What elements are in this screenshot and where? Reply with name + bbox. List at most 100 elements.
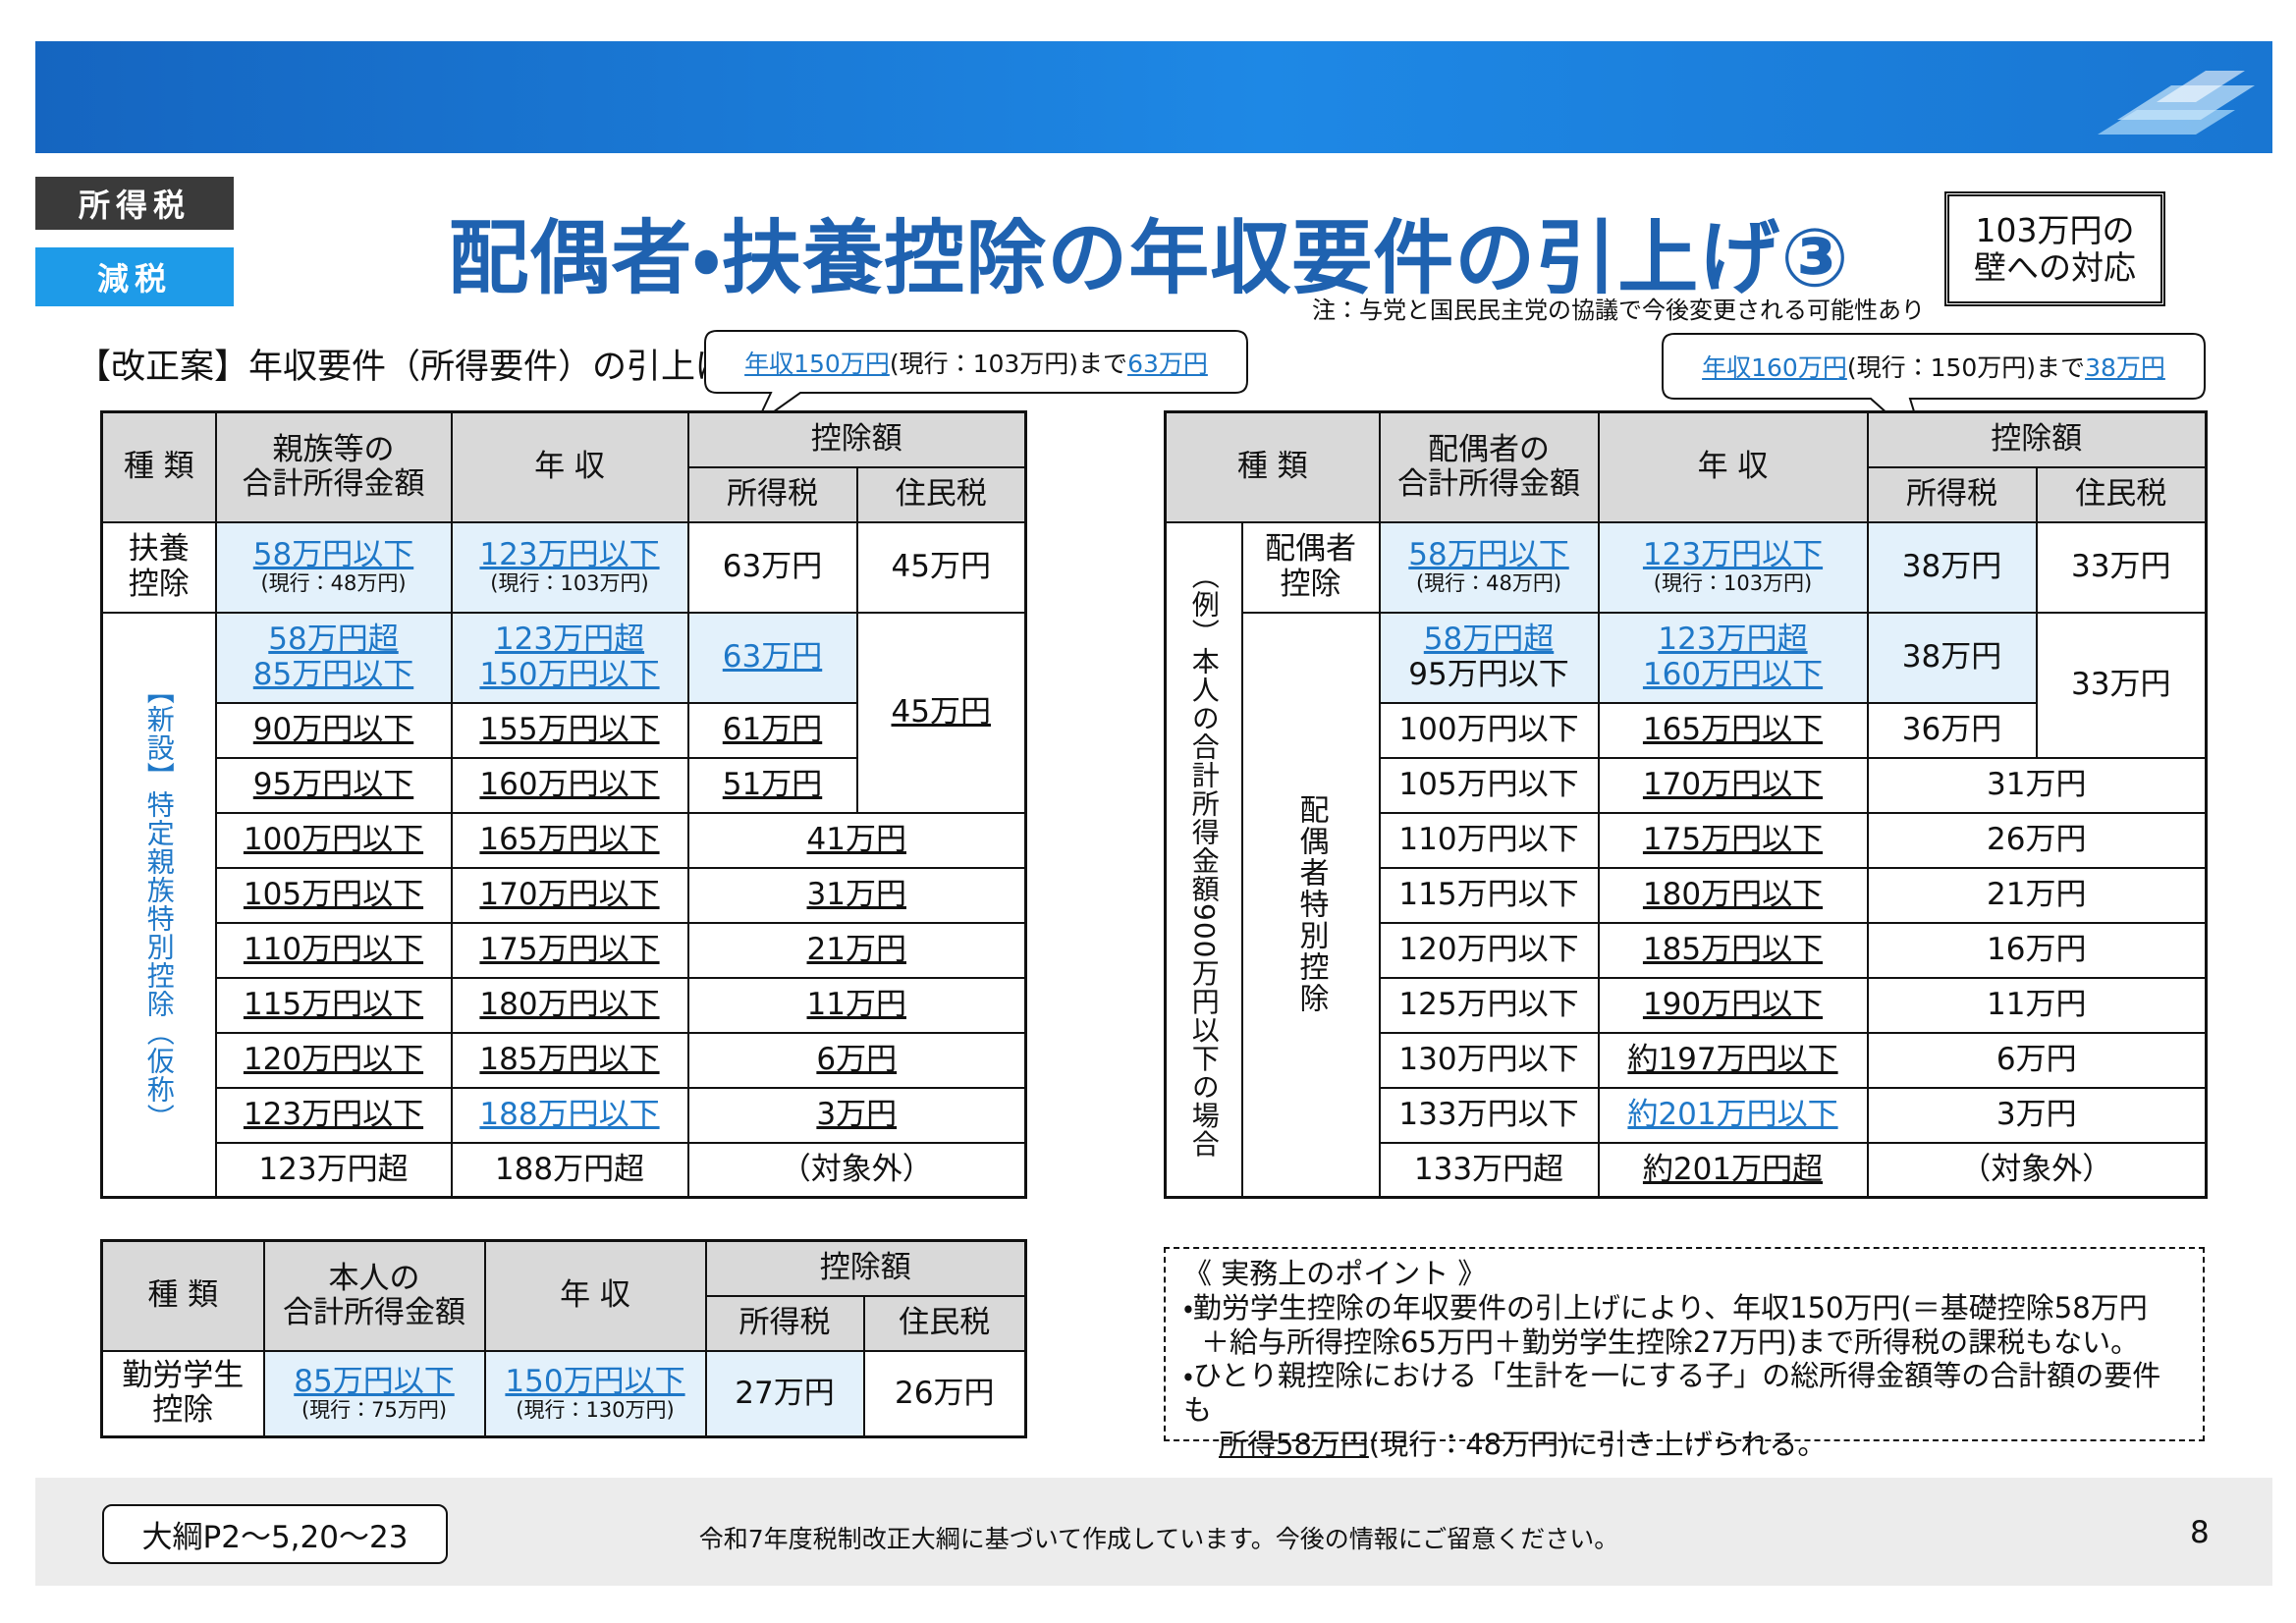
text: (現行：150万円)まで — [1846, 353, 2086, 382]
table-cell: 123万円以下 (現行：103万円) — [450, 520, 689, 614]
header-banner — [35, 41, 2272, 153]
text: 190万円以下 — [1642, 986, 1824, 1022]
text: 年収150万円 — [744, 349, 890, 378]
text: 親族等の — [272, 431, 395, 467]
text: 150万円以下 — [479, 656, 660, 692]
table-row: 110万円以下 175万円以下 21万円 — [102, 921, 1027, 979]
header-cell: 住民税 — [862, 1294, 1027, 1352]
callout: 年収160万円 (現行：150万円)まで 38万円 — [1663, 334, 2205, 399]
text: 約201万円以下 — [1627, 1096, 1838, 1132]
header-cell: 所得税 — [704, 1294, 865, 1352]
title: 配偶者・扶養控除の年収要件の引上げ③ — [448, 212, 1850, 305]
shape — [2157, 71, 2245, 102]
table-cell: 26万円 — [862, 1349, 1027, 1438]
text: (現行：48万円) — [260, 571, 407, 596]
table-cell: 175万円以下 — [1597, 811, 1869, 869]
table-cell: 勤労学生 控除 — [100, 1349, 265, 1438]
text: 《 実務上のポイント 》 — [1183, 1257, 1487, 1290]
table-cell: 3万円 — [1866, 1086, 2208, 1144]
section-heading: 【改正案】年収要件（所得要件）の引上げ — [77, 348, 731, 387]
table-cell: 188万円以下 — [450, 1086, 689, 1144]
header-cell: 控除額 — [686, 410, 1027, 468]
table-row: 130万円以下 約197万円以下 6万円 — [1166, 1031, 2208, 1089]
table-cell: 31万円 — [686, 866, 1027, 924]
text: 6万円 — [816, 1041, 898, 1077]
table-cell: 51万円 — [686, 756, 858, 814]
text: 61万円 — [722, 711, 823, 747]
table-cell: 100万円以下 — [1378, 701, 1600, 759]
text: 壁への対応 — [1974, 247, 2136, 287]
table-cell: 95万円以下 — [214, 756, 453, 814]
text: 115万円以下 — [243, 986, 424, 1022]
table-cell: 約201万円超 — [1597, 1141, 1869, 1199]
table-row: 115万円以下 180万円以下 11万円 — [102, 976, 1027, 1034]
table-cell: 105万円以下 — [214, 866, 453, 924]
table-cell: 185万円以下 — [450, 1031, 689, 1089]
table-cell: 188万円超 — [450, 1141, 689, 1199]
text: 160万円以下 — [479, 766, 660, 802]
text: 控除 — [152, 1392, 214, 1429]
table-cell: 58万円超 95万円以下 — [1378, 611, 1600, 704]
table-cell: 【新設】特定親族特別控除（仮称） — [100, 611, 217, 1199]
header-cell: 所得税 — [1866, 465, 2038, 523]
table-cell: 110万円以下 — [214, 921, 453, 979]
text: (現行：48万円) — [1415, 571, 1562, 596]
text: 年収160万円 — [1702, 353, 1847, 382]
table-cell: 33万円 — [2035, 611, 2208, 759]
table-cell: 33万円 — [2035, 520, 2208, 614]
table-cell: 165万円以下 — [450, 811, 689, 869]
table-cell: 16万円 — [1866, 921, 2208, 979]
text: 配偶者特別控除 — [1293, 794, 1329, 1015]
banner-stripes — [2098, 71, 2255, 135]
text: 175万円以下 — [479, 931, 660, 967]
text: 63万円 — [722, 638, 823, 675]
table-cell: 63万円 — [686, 611, 858, 704]
table-cell: 170万円以下 — [450, 866, 689, 924]
notice: 令和7年度税制改正大綱に基づいて作成しています。今後の情報にご留意ください。 — [698, 1525, 1619, 1553]
text: 123万円以下 — [479, 537, 660, 573]
table-row: 配偶者特別控除 58万円超 95万円以下 123万円超 160万円以下 38万円 33万円 — [1166, 611, 2208, 1199]
table-cell: 123万円以下 (現行：103万円) — [1597, 520, 1869, 614]
text: 120万円以下 — [243, 1041, 424, 1077]
table-row: 123万円超 188万円超 （対象外） — [102, 1141, 1027, 1199]
text: 51万円 — [722, 766, 823, 802]
text: 185万円以下 — [479, 1041, 660, 1077]
text: 21万円 — [806, 931, 906, 967]
table-cell: 58万円超 85万円以下 — [214, 611, 453, 704]
table-row: 90万円以下 155万円以下 61万円 — [102, 701, 1026, 759]
table-body: 種 類親族等の 合計所得金額年 収控除額 所得税 住民税 扶養 控除 58万円以下 (現行… — [100, 410, 1027, 1199]
table-cell: 185万円以下 — [1597, 921, 1869, 979]
text: 約201万円超 — [1642, 1151, 1824, 1187]
table-cell: （例）本人の合計所得金額900万円以下の場合 — [1164, 520, 1243, 1199]
text: 58万円以下 — [1408, 537, 1569, 573]
table-cell: 約197万円以下 — [1597, 1031, 1869, 1089]
text: 85万円以下 — [294, 1363, 455, 1399]
table-cell: 26万円 — [1866, 811, 2208, 869]
header-cell: 配偶者の 合計所得金額 — [1378, 410, 1600, 523]
text: 185万円以下 — [1642, 931, 1824, 967]
table-cell: 125万円以下 — [1378, 976, 1600, 1034]
text: 95万円以下 — [252, 766, 414, 802]
text: (現行：103万円) — [490, 571, 649, 596]
table-row: 95万円以下 160万円以下 51万円 — [102, 756, 1026, 814]
text: 155万円以下 — [479, 711, 660, 747]
text: 所得58万円 — [1219, 1427, 1369, 1461]
table-cell: 155万円以下 — [450, 701, 689, 759]
text: 勤労学生 — [122, 1358, 245, 1394]
table-cell: 123万円以下 — [214, 1086, 453, 1144]
table-cell: 11万円 — [1866, 976, 2208, 1034]
text: 95万円以下 — [1408, 656, 1569, 692]
text: 85万円以下 — [252, 656, 414, 692]
callout: 年収150万円 (現行：103万円)まで 63万円 — [705, 331, 1247, 393]
text: 150万円以下 — [505, 1363, 685, 1399]
left-table: 種 類親族等の 合計所得金額年 収控除額 所得税 住民税 扶養 控除 58万円以下 (現行… — [100, 410, 1027, 1199]
text: 58万円超 — [1423, 622, 1555, 658]
table-cell: 38万円 — [1866, 611, 2038, 704]
table-row: 勤労学生 控除 85万円以下 (現行：75万円) 150万円以下 (現行：130万円) 27… — [100, 1349, 1027, 1438]
table-cell: 120万円以下 — [214, 1031, 453, 1089]
table-row: 種 類親族等の 合計所得金額年 収控除額 — [100, 410, 1027, 523]
table-cell: 165万円以下 — [1597, 701, 1869, 759]
table-cell: 100万円以下 — [214, 811, 453, 869]
table-cell: 180万円以下 — [1597, 866, 1869, 924]
table-cell: 扶養 控除 — [100, 520, 217, 614]
